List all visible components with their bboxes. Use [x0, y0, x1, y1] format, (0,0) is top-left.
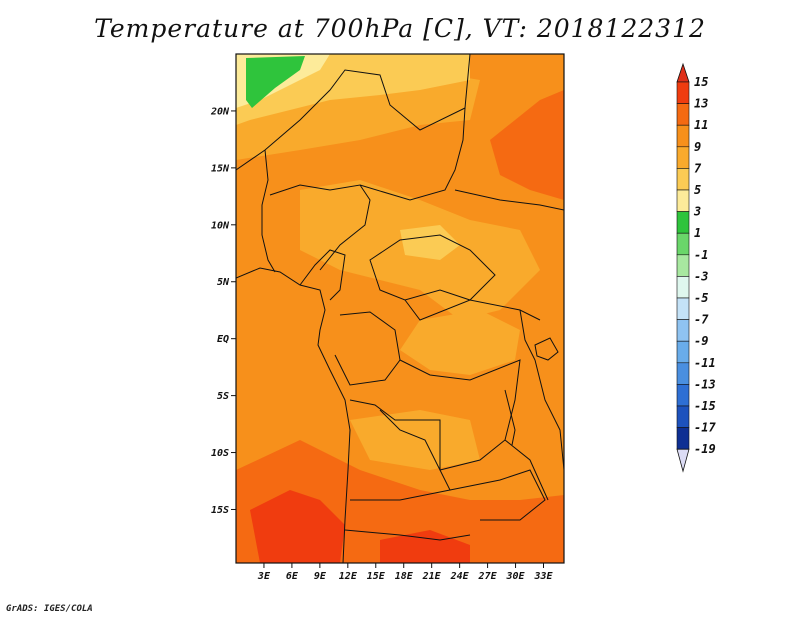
- lon-tick-label: 30E: [506, 571, 526, 582]
- latitude-axis: 20N 15N 10N 5N EQ 5S 10S 15S: [210, 106, 236, 516]
- colorbar-swatch: [676, 168, 690, 191]
- colorbar-swatch: [676, 81, 690, 104]
- colorbar-label: -11: [694, 356, 716, 370]
- colorbar-label: 5: [694, 183, 701, 197]
- lon-tick-label: 18E: [395, 571, 414, 582]
- contour-band-7-9-angola: [350, 410, 480, 470]
- border-cameroon: [299, 249, 346, 301]
- colorbar-swatch: [676, 232, 690, 256]
- lon-tick-label: 12E: [339, 571, 358, 582]
- colorbar-label: 3: [693, 205, 701, 219]
- colorbar-label: 9: [694, 140, 701, 154]
- colorbar-swatch: [676, 124, 690, 148]
- colorbar-label: 11: [694, 118, 708, 132]
- colorbar-label: 13: [694, 97, 708, 111]
- lon-tick-label: 15E: [367, 571, 386, 582]
- border-nigeria: [261, 149, 276, 273]
- contour-band-7-9-congo: [400, 310, 520, 375]
- country-borders: [236, 54, 564, 563]
- border-chad: [359, 107, 466, 201]
- colorbar-label: -3: [694, 269, 708, 283]
- longitude-axis: 3E 6E 9E 12E 15E 18E 21E 24E 27E 30E 33E: [257, 563, 554, 582]
- lon-tick-label: 21E: [422, 571, 442, 582]
- colorbar-label: -19: [694, 442, 716, 456]
- border-east-2: [504, 439, 549, 501]
- coastline-west: [236, 267, 351, 563]
- colorbar-swatch: [676, 211, 690, 234]
- contour-band-1-3: [246, 56, 305, 108]
- colorbar-swatch: [676, 146, 690, 169]
- colorbar-label: -15: [694, 399, 716, 413]
- colorbar-swatch: [676, 276, 690, 299]
- colorbar-label: 1: [694, 226, 701, 240]
- lat-tick-label: 10S: [211, 448, 229, 459]
- colorbar-swatch: [676, 103, 690, 126]
- lat-tick-label: 15S: [211, 505, 229, 516]
- border-angola: [349, 399, 451, 501]
- colorbar-swatch: [676, 405, 690, 428]
- border-sudan: [454, 189, 564, 211]
- lake-victoria: [534, 337, 559, 361]
- border-nw: [236, 54, 471, 171]
- colorbar-label: 7: [694, 161, 702, 175]
- lake-tanganyika: [504, 389, 516, 446]
- colorbar-label: -17: [694, 421, 716, 435]
- colorbar-swatch: [676, 362, 690, 385]
- border-zambia: [449, 469, 546, 521]
- lon-tick-label: 6E: [286, 571, 299, 582]
- colorbar-label: -7: [694, 313, 709, 327]
- border-east: [519, 309, 564, 471]
- lat-tick-label: 5N: [217, 277, 230, 288]
- map-frame: [235, 53, 565, 564]
- lon-tick-label: 24E: [450, 571, 470, 582]
- colorbar-swatch: [676, 340, 690, 364]
- lon-tick-label: 27E: [478, 571, 498, 582]
- colorbar-swatch: [676, 297, 690, 320]
- colorbar-swatch: [676, 254, 690, 277]
- map-title: Temperature at 700hPa [C], VT: 201812231…: [94, 14, 706, 43]
- colorbar-label: 15: [694, 75, 708, 89]
- colorbar-label: -13: [694, 377, 716, 391]
- colorbar-under-arrow: [676, 448, 690, 473]
- lon-tick-label: 9E: [314, 571, 327, 582]
- contour-band-13-15: [250, 490, 345, 563]
- lat-tick-label: 10N: [211, 220, 230, 231]
- colorbar-over-arrow: [676, 62, 690, 83]
- colorbar-swatch: [676, 384, 690, 407]
- lat-tick-label: 5S: [217, 391, 229, 402]
- colorbar-swatch: [676, 427, 690, 450]
- lat-tick-label: EQ: [217, 334, 229, 345]
- grads-credit: GrADS: IGES/COLA: [6, 604, 93, 614]
- colorbar-label: -1: [694, 248, 708, 262]
- colorbar-swatch: [676, 189, 690, 212]
- lon-tick-label: 33E: [533, 571, 553, 582]
- colorbar: 15 13 11 9 7 5 3 1 -1 -3 -5 -7 -9 -11 -13 -15 -17 -19: [676, 62, 716, 473]
- border-car: [369, 234, 496, 301]
- colorbar-label: -5: [694, 291, 708, 305]
- contour-band-5-7-patch: [400, 225, 460, 260]
- colorbar-label: -9: [694, 334, 708, 348]
- lat-tick-label: 20N: [210, 106, 230, 117]
- lat-tick-label: 15N: [211, 163, 230, 174]
- temperature-field: [236, 54, 564, 563]
- border-drc-north: [404, 299, 541, 321]
- lon-tick-label: 3E: [257, 571, 271, 582]
- border-namibia: [344, 529, 471, 541]
- contour-band-11-13-east: [490, 90, 564, 200]
- border-north-central: [269, 184, 371, 271]
- colorbar-swatch: [676, 319, 690, 342]
